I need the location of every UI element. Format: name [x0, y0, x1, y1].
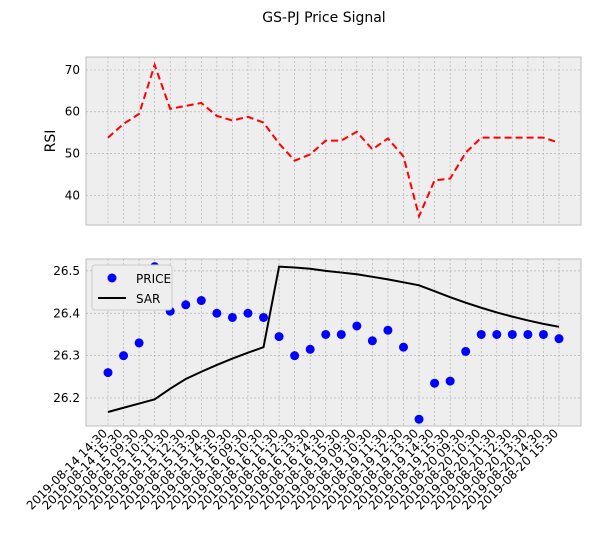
price-dot — [259, 312, 269, 322]
price-dot — [523, 329, 533, 339]
series-line — [107, 61, 560, 220]
price-dot — [476, 329, 486, 339]
price-dot — [398, 342, 408, 352]
price-dot — [274, 332, 284, 342]
y-axis-label: RSI — [43, 130, 59, 153]
price-dot — [336, 329, 346, 339]
y-tick-label: 60 — [65, 105, 80, 119]
price-dot — [134, 338, 144, 348]
y-tick-label: 26.5 — [53, 264, 80, 278]
price-dot — [119, 351, 129, 361]
price-dot — [321, 329, 331, 339]
price-dot — [538, 329, 548, 339]
price-dot — [305, 344, 315, 354]
price-dot — [352, 321, 362, 331]
price-dot — [461, 346, 471, 356]
price-dot — [243, 308, 253, 318]
series-line — [107, 265, 560, 413]
price-dot — [103, 368, 113, 378]
price-dot — [290, 351, 300, 361]
price-dot — [212, 308, 222, 318]
legend-label: PRICE — [136, 272, 171, 286]
price-dot — [554, 334, 564, 344]
y-tick-label: 40 — [65, 188, 80, 202]
price-dot — [181, 300, 191, 310]
price-dot — [227, 312, 237, 322]
price-dot — [414, 414, 424, 424]
price-dot — [492, 329, 502, 339]
price-dot — [430, 378, 440, 388]
chart-title: GS-PJ Price Signal — [262, 10, 385, 26]
price-dot — [367, 336, 377, 346]
legend-label: SAR — [136, 292, 160, 306]
y-tick-label: 26.2 — [53, 391, 80, 405]
legend-marker — [107, 273, 117, 283]
price-dot — [445, 376, 455, 386]
price-dot — [383, 325, 393, 335]
y-tick-label: 26.3 — [53, 349, 80, 363]
price-dot — [507, 329, 517, 339]
y-tick-label: 50 — [65, 147, 80, 161]
y-tick-label: 26.4 — [53, 306, 80, 320]
y-tick-label: 70 — [65, 63, 80, 77]
price-dot — [196, 296, 206, 306]
